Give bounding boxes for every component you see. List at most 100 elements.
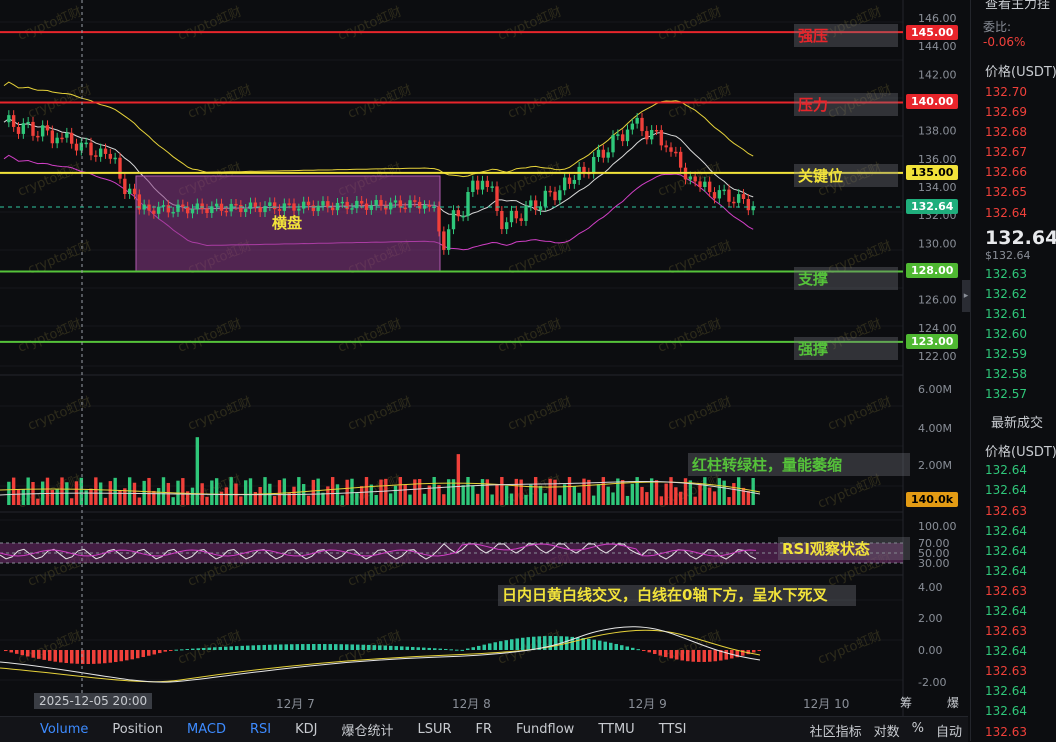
candle-body <box>152 210 156 214</box>
indicator-tab-macd[interactable]: MACD <box>186 722 226 737</box>
macd-histogram-bar <box>642 650 646 651</box>
indicator-tab-fr[interactable]: FR <box>475 722 493 737</box>
indicator-tab-position[interactable]: Position <box>112 722 163 737</box>
macd-histogram-bar <box>81 650 85 664</box>
ask-row[interactable]: 132.67 <box>985 145 1027 160</box>
corner-label-chips[interactable]: 筹 <box>900 696 913 710</box>
trade-row[interactable]: 132.63 <box>985 624 1027 639</box>
ask-row[interactable]: 132.69 <box>985 105 1027 120</box>
macd-histogram-bar <box>4 650 8 652</box>
ask-row[interactable]: 132.64 <box>985 205 1027 220</box>
candle-body <box>340 201 345 204</box>
trade-row[interactable]: 132.64 <box>985 603 1027 618</box>
bid-row[interactable]: 132.60 <box>985 326 1027 341</box>
macd-histogram-bar <box>647 650 651 653</box>
bid-row[interactable]: 132.58 <box>985 367 1027 382</box>
trade-row[interactable]: 132.64 <box>985 684 1027 699</box>
volume-bar <box>7 481 11 505</box>
trade-row[interactable]: 132.64 <box>985 563 1027 578</box>
indicator-tab-lsur[interactable]: LSUR <box>417 722 452 737</box>
level-label-strong-resistance: 强压 <box>794 24 898 47</box>
ask-row[interactable]: 132.66 <box>985 165 1027 180</box>
volume-bar <box>461 485 465 505</box>
price-chart[interactable]: crypto虹财 crypto虹财 crypto虹财 crypto虹财 crypto虹财… <box>0 0 968 716</box>
candle-body <box>601 149 606 158</box>
chart-option-3[interactable]: 自动 <box>935 725 962 740</box>
macd-histogram-bar <box>455 649 459 651</box>
macd-histogram-bar <box>504 640 508 650</box>
candle-body <box>326 201 330 208</box>
candle-body <box>89 142 93 156</box>
ask-row[interactable]: 132.70 <box>985 85 1027 99</box>
trade-row[interactable]: 132.64 <box>985 704 1027 719</box>
indicator-tab-爆仓统计[interactable]: 爆仓统计 <box>341 724 394 739</box>
ask-row[interactable]: 132.68 <box>985 125 1027 140</box>
volume-bar <box>582 478 586 505</box>
bid-row[interactable]: 132.62 <box>985 286 1027 301</box>
bid-row[interactable]: 132.63 <box>985 266 1027 281</box>
candle-body <box>417 201 422 209</box>
macd-histogram-bar <box>339 644 343 650</box>
volume-bar <box>456 454 461 505</box>
candle-body <box>674 151 678 154</box>
macd-histogram-bar <box>207 647 211 650</box>
candle-body <box>7 115 11 123</box>
candle-body <box>214 203 219 207</box>
trade-row[interactable]: 132.64 <box>985 523 1027 538</box>
chart-option-1[interactable]: 对数 <box>873 725 900 740</box>
candle-body <box>567 177 572 184</box>
volume-bar <box>277 480 282 505</box>
macd-histogram-bar <box>444 648 448 650</box>
candle-body <box>630 123 635 130</box>
trade-row[interactable]: 132.63 <box>985 503 1027 518</box>
indicator-tab-volume[interactable]: Volume <box>40 722 89 737</box>
macd-histogram-bar <box>719 650 723 661</box>
trade-row[interactable]: 132.64 <box>985 644 1027 659</box>
volume-bar <box>471 485 475 505</box>
candle-body <box>698 181 702 187</box>
macd-histogram-bar <box>581 638 585 650</box>
indicator-tab-rsi[interactable]: RSI <box>249 722 272 737</box>
bid-row[interactable]: 132.57 <box>985 387 1027 402</box>
trade-row[interactable]: 132.64 <box>985 483 1027 498</box>
candlesticks <box>7 110 755 255</box>
volume-bar <box>292 486 296 505</box>
volume-bar <box>533 477 538 505</box>
candle-body <box>751 206 755 211</box>
macd-histogram-bar <box>163 650 167 652</box>
bid-row[interactable]: 132.61 <box>985 306 1027 321</box>
trade-row[interactable]: 132.64 <box>985 463 1027 478</box>
chart-grid <box>0 0 904 716</box>
bid-row[interactable]: 132.59 <box>985 347 1027 362</box>
macd-histogram-bar <box>394 646 398 650</box>
volume-bar <box>69 498 74 505</box>
macd-histogram-bar <box>279 644 283 650</box>
macd-histogram-bar <box>97 650 101 664</box>
corner-label-liq[interactable]: 爆 <box>947 696 960 710</box>
volume-bar <box>437 485 441 505</box>
volume-bar <box>616 478 620 505</box>
ask-row[interactable]: 132.65 <box>985 185 1027 200</box>
volume-bar <box>161 477 166 505</box>
trade-row[interactable]: 132.63 <box>985 664 1027 679</box>
candle-body <box>717 190 722 199</box>
indicator-tab-ttsi[interactable]: TTSI <box>658 722 687 737</box>
volume-bar <box>683 478 688 505</box>
candle-body <box>21 123 26 134</box>
candle-body <box>292 203 296 211</box>
volume-bar <box>432 477 436 505</box>
candle-body <box>321 201 325 206</box>
panel-collapse-handle[interactable]: ▸ <box>962 280 970 312</box>
trade-row[interactable]: 132.63 <box>985 724 1027 739</box>
trade-row[interactable]: 132.63 <box>985 583 1027 598</box>
chart-option-2[interactable]: % <box>911 721 924 736</box>
chart-option-0[interactable]: 社区指标 <box>809 725 862 740</box>
indicator-tab-ttmu[interactable]: TTMU <box>598 722 635 737</box>
indicator-tab-kdj[interactable]: KDJ <box>295 722 318 737</box>
macd-histogram-bar <box>323 644 327 650</box>
indicator-tab-fundflow[interactable]: Fundflow <box>516 722 575 737</box>
trades-title: 最新成交 <box>991 416 1044 432</box>
panel-top-label[interactable]: 查看主力挂 <box>985 0 1051 12</box>
trade-row[interactable]: 132.64 <box>985 543 1027 558</box>
ratio-label: 委比: <box>983 20 1012 34</box>
